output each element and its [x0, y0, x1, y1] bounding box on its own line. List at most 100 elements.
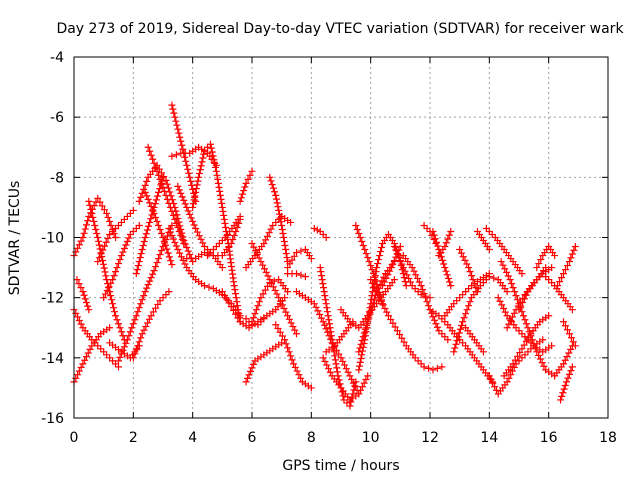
- data-point: [310, 224, 318, 232]
- data-point: [171, 239, 179, 247]
- data-point: [94, 342, 102, 350]
- data-point: [420, 290, 428, 298]
- data-point: [269, 221, 277, 229]
- data-point: [290, 360, 298, 368]
- data-point: [344, 368, 352, 376]
- data-point: [533, 348, 541, 356]
- data-point: [257, 318, 265, 326]
- data-point: [430, 231, 438, 239]
- data-point: [215, 240, 223, 248]
- data-point: [558, 392, 566, 400]
- data-point: [441, 333, 449, 341]
- data-point: [245, 371, 253, 379]
- data-point: [489, 379, 497, 387]
- data-point: [242, 378, 250, 386]
- data-point: [412, 271, 420, 279]
- data-point: [260, 240, 268, 248]
- data-point: [465, 264, 473, 272]
- data-point: [101, 242, 109, 250]
- data-point: [318, 272, 326, 280]
- data-point: [400, 338, 408, 346]
- data-point: [471, 280, 478, 288]
- data-series-track-53: [462, 324, 487, 356]
- x-tick-label: 6: [248, 430, 257, 446]
- data-point: [220, 211, 228, 219]
- data-point: [181, 200, 189, 208]
- data-point: [348, 375, 356, 383]
- data-point: [115, 320, 122, 328]
- data-point: [252, 247, 260, 255]
- data-point: [220, 215, 228, 223]
- data-point: [87, 205, 95, 213]
- data-point: [138, 246, 146, 254]
- x-tick-label: 14: [480, 430, 498, 446]
- data-point: [163, 195, 171, 203]
- data-point: [251, 310, 259, 318]
- data-point: [110, 272, 118, 280]
- data-point: [316, 227, 324, 235]
- data-series-track-23: [236, 167, 256, 205]
- data-point: [192, 188, 200, 196]
- data-point: [95, 237, 103, 245]
- data-series-track-64: [551, 342, 576, 380]
- x-tick-label: 4: [188, 430, 197, 446]
- data-point: [232, 227, 240, 235]
- data-point: [178, 141, 186, 149]
- data-point: [510, 363, 518, 371]
- data-point: [527, 339, 535, 347]
- data-series-track-63: [542, 273, 576, 314]
- data-point: [440, 260, 448, 268]
- data-point: [289, 323, 297, 331]
- data-point: [521, 333, 529, 341]
- x-axis-label: GPS time / hours: [282, 458, 399, 474]
- data-point: [88, 336, 96, 344]
- data-point: [307, 255, 315, 263]
- data-point: [159, 234, 167, 241]
- data-point: [84, 349, 92, 357]
- data-point: [126, 230, 134, 238]
- data-point: [340, 396, 348, 404]
- data-point: [158, 179, 166, 187]
- data-point: [567, 367, 575, 375]
- data-point: [250, 243, 258, 251]
- data-series-track-19: [183, 249, 226, 272]
- data-point: [497, 258, 505, 266]
- data-point: [166, 203, 174, 211]
- data-point: [417, 282, 425, 290]
- data-point: [140, 185, 148, 193]
- data-point: [81, 225, 89, 233]
- data-point: [134, 262, 142, 270]
- data-point: [488, 230, 496, 238]
- data-point: [221, 291, 229, 299]
- data-point: [485, 372, 493, 380]
- data-point: [360, 340, 368, 348]
- data-point: [153, 217, 161, 225]
- chart-title: Day 273 of 2019, Sidereal Day-to-day VTE…: [56, 21, 624, 37]
- data-point: [444, 235, 452, 243]
- data-point: [90, 217, 98, 225]
- data-point: [189, 200, 197, 208]
- data-point: [456, 294, 464, 302]
- data-point: [401, 267, 409, 275]
- data-point: [316, 311, 324, 319]
- data-point: [107, 221, 115, 229]
- data-point: [518, 330, 526, 338]
- data-point: [268, 279, 276, 287]
- data-point: [358, 238, 366, 246]
- data-point: [168, 101, 176, 109]
- data-point: [155, 255, 163, 263]
- data-point: [433, 323, 441, 331]
- data-point: [229, 306, 237, 314]
- data-point: [281, 294, 289, 302]
- data-point: [177, 253, 185, 261]
- data-point: [132, 224, 140, 232]
- data-point: [144, 195, 152, 203]
- data-point: [185, 169, 193, 177]
- data-point: [266, 173, 274, 181]
- data-point: [438, 330, 446, 338]
- data-point: [105, 283, 113, 291]
- data-point: [458, 321, 466, 329]
- data-point: [72, 309, 80, 317]
- data-point: [325, 320, 333, 328]
- data-point: [82, 221, 90, 229]
